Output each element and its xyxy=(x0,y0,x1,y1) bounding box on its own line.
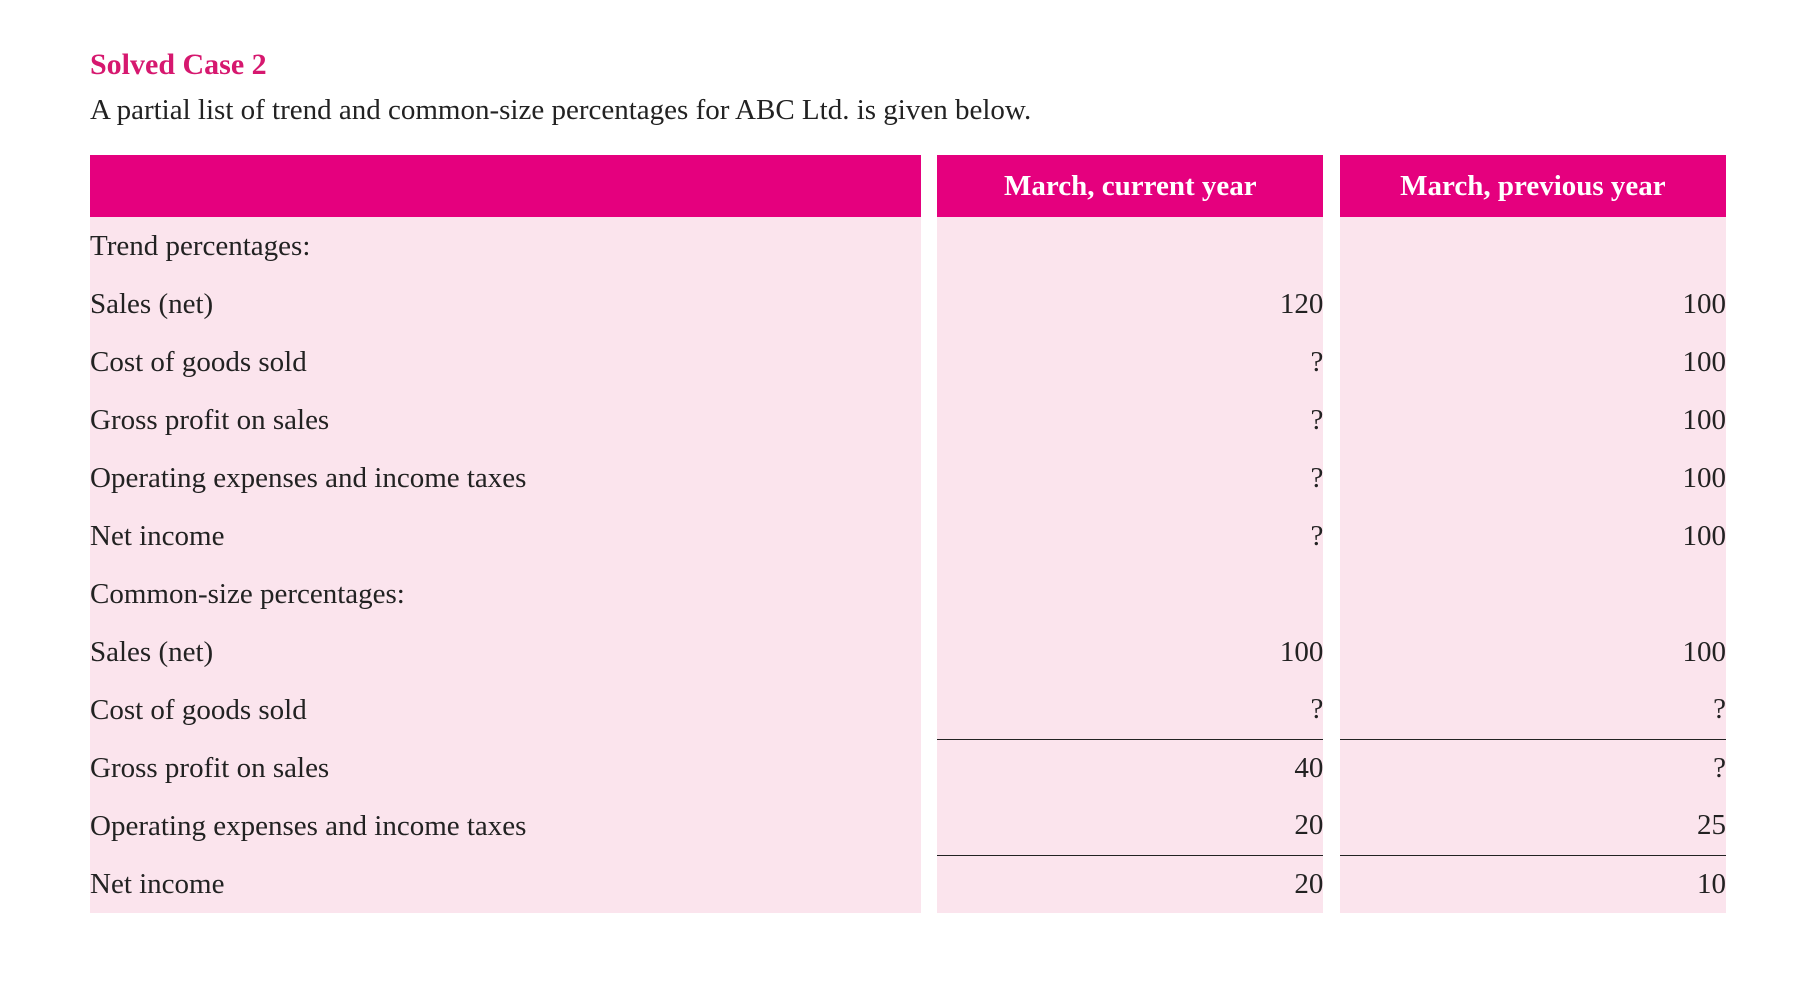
row-label: Gross profit on sales xyxy=(90,739,921,797)
cell-current: ? xyxy=(937,681,1323,739)
row-label: Net income xyxy=(90,855,921,913)
cell-previous: 100 xyxy=(1340,275,1726,333)
cell-previous: 100 xyxy=(1340,391,1726,449)
section-heading: Common-size percentages: xyxy=(90,565,921,623)
row-label: Operating expenses and income taxes xyxy=(90,797,921,855)
row-label: Sales (net) xyxy=(90,623,921,681)
table-row: Operating expenses and income taxes? 100 xyxy=(90,449,1726,507)
cell-current: 120 xyxy=(937,275,1323,333)
table-row: Net income? 100 xyxy=(90,507,1726,565)
header-previous: March, previous year xyxy=(1340,155,1726,217)
case-title: Solved Case 2 xyxy=(90,48,1726,82)
cell-current: ? xyxy=(937,449,1323,507)
cell-current: ? xyxy=(937,333,1323,391)
percent-table: March, current year March, previous year… xyxy=(90,155,1726,913)
page-container: Solved Case 2 A partial list of trend an… xyxy=(0,0,1816,973)
cell-current: 100 xyxy=(937,623,1323,681)
cell-previous: 100 xyxy=(1340,449,1726,507)
table-row: Gross profit on sales 40? xyxy=(90,739,1726,797)
cell-previous: 100 xyxy=(1340,507,1726,565)
header-row: March, current year March, previous year xyxy=(90,155,1726,217)
cell-previous: 100 xyxy=(1340,623,1726,681)
table-row: Sales (net) 120 100 xyxy=(90,275,1726,333)
header-gap xyxy=(1323,155,1339,217)
cell-previous: ? xyxy=(1340,681,1726,739)
section-heading-row: Trend percentages: xyxy=(90,217,1726,275)
header-gap xyxy=(921,155,937,217)
table-row: Cost of goods sold?? xyxy=(90,681,1726,739)
cell-current: ? xyxy=(937,507,1323,565)
table-row: Operating expenses and income taxes 20 25 xyxy=(90,797,1726,855)
table-row: Cost of goods sold? 100 xyxy=(90,333,1726,391)
section-heading: Trend percentages: xyxy=(90,217,921,275)
cell-previous: 25 xyxy=(1340,797,1726,855)
table-body: Trend percentages:Sales (net)120100Cost … xyxy=(90,217,1726,913)
intro-text: A partial list of trend and common-size … xyxy=(90,94,1726,127)
row-label: Sales (net) xyxy=(90,275,921,333)
header-blank xyxy=(90,155,921,217)
cell-current: 20 xyxy=(937,797,1323,855)
table-row: Net income 20 10 xyxy=(90,855,1726,913)
header-current: March, current year xyxy=(937,155,1323,217)
section-heading-row: Common-size percentages: xyxy=(90,565,1726,623)
row-label: Cost of goods sold xyxy=(90,681,921,739)
cell-current: 20 xyxy=(937,855,1323,913)
cell-current: 40 xyxy=(937,739,1323,797)
table-row: Sales (net) 100 100 xyxy=(90,623,1726,681)
cell-current: ? xyxy=(937,391,1323,449)
cell-previous: 100 xyxy=(1340,333,1726,391)
table-row: Gross profit on sales? 100 xyxy=(90,391,1726,449)
row-label: Cost of goods sold xyxy=(90,333,921,391)
row-label: Gross profit on sales xyxy=(90,391,921,449)
cell-previous: 10 xyxy=(1340,855,1726,913)
cell-previous: ? xyxy=(1340,739,1726,797)
row-label: Operating expenses and income taxes xyxy=(90,449,921,507)
row-label: Net income xyxy=(90,507,921,565)
